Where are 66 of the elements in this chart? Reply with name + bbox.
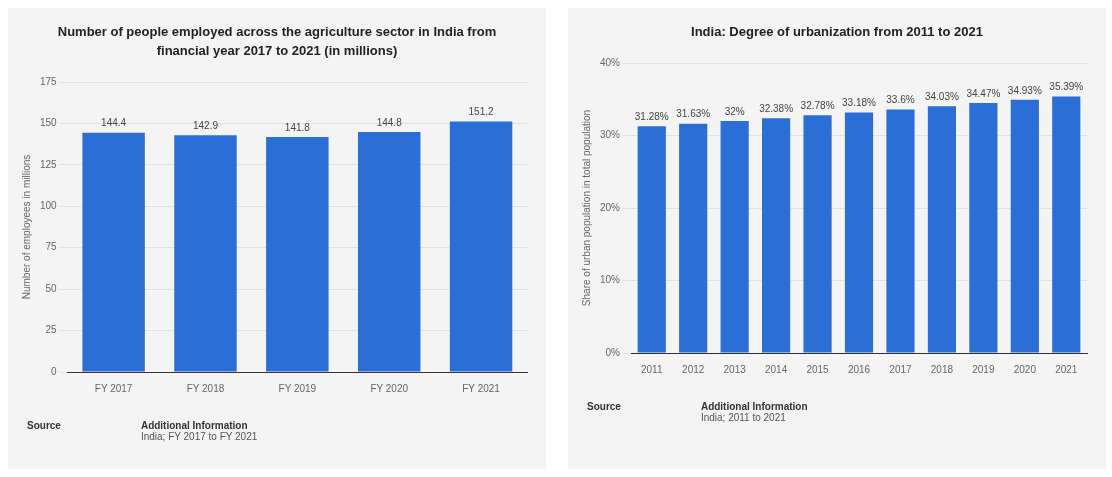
data-label: 31.63% xyxy=(676,108,711,120)
y-tick-label: 100 xyxy=(40,200,58,212)
y-tick-label: 0% xyxy=(605,346,621,358)
x-tick-label: 2016 xyxy=(847,363,871,375)
text: Source xyxy=(587,401,621,412)
bar xyxy=(1010,99,1039,353)
y-tick-label: 175 xyxy=(40,75,58,87)
y-tick-label: 40% xyxy=(600,56,621,68)
x-tick-label: 2012 xyxy=(682,363,705,375)
data-label: 34.03% xyxy=(924,91,959,103)
bar xyxy=(803,115,832,353)
bar xyxy=(679,123,708,353)
y-tick-label: 20% xyxy=(600,201,621,213)
data-label: 34.93% xyxy=(1007,84,1042,96)
bar xyxy=(969,103,998,353)
x-tick-label: 2018 xyxy=(930,363,954,375)
text: Additional Information xyxy=(700,401,808,412)
text: Source xyxy=(27,420,61,431)
data-label: 34.47% xyxy=(966,87,1001,99)
x-tick-label: 2021 xyxy=(1055,363,1078,375)
y-tick-label: 0 xyxy=(51,365,58,377)
chart-title: India: Degree of urbanization from 2011 to 2021 xyxy=(690,23,984,41)
y-tick-label: 75 xyxy=(45,241,58,253)
bar xyxy=(1052,96,1081,353)
data-label: 35.39% xyxy=(1049,81,1084,93)
bar xyxy=(886,109,915,353)
x-tick-label: 2011 xyxy=(640,363,663,375)
data-label: 33.18% xyxy=(842,97,877,109)
x-tick-label: FY 2019 xyxy=(278,382,317,394)
x-tick-label: 2013 xyxy=(723,363,747,375)
x-tick-label: 2019 xyxy=(972,363,995,375)
data-label: 32% xyxy=(724,105,745,117)
x-tick-label: 2017 xyxy=(889,363,913,375)
bar xyxy=(762,118,791,353)
y-tick-label: 10% xyxy=(600,274,621,286)
chart-title: Number of people employed across the agriculture sector in India from financial year 2017 to 2021 (in millions) xyxy=(56,23,498,60)
y-tick-label: 50 xyxy=(45,282,58,294)
y-tick-label: 125 xyxy=(40,158,58,170)
y-tick-label: 150 xyxy=(40,117,58,129)
bar xyxy=(927,106,957,353)
y-axis-title: Number of employees in millions xyxy=(20,154,32,300)
text: Additional Information xyxy=(140,420,249,431)
text: India; 2011 to 2021 xyxy=(700,412,787,423)
y-tick-label: 30% xyxy=(600,129,621,141)
x-tick-label: FY 2020 xyxy=(370,382,409,394)
bar xyxy=(637,126,666,353)
x-tick-label: FY 2017 xyxy=(94,382,133,394)
data-label: 141.8 xyxy=(284,121,311,133)
data-label: 31.28% xyxy=(634,110,669,122)
x-tick-label: FY 2021 xyxy=(462,382,501,394)
text: India; FY 2017 to FY 2021 xyxy=(140,431,258,442)
x-tick-label: 2014 xyxy=(764,363,788,375)
data-label: 151.2 xyxy=(468,106,495,118)
bar xyxy=(844,112,874,353)
data-label: 32.78% xyxy=(800,100,835,112)
y-axis-title: Share of urban population in total population xyxy=(580,109,592,307)
data-label: 144.4 xyxy=(101,117,127,129)
x-tick-label: 2015 xyxy=(806,363,830,375)
bar xyxy=(720,121,749,353)
data-label: 33.6% xyxy=(886,94,915,106)
x-tick-label: 2020 xyxy=(1013,363,1037,375)
data-label: 142.9 xyxy=(192,119,219,131)
y-tick-label: 25 xyxy=(45,324,58,336)
x-tick-label: FY 2018 xyxy=(186,382,225,394)
data-label: 32.38% xyxy=(759,102,794,114)
data-label: 144.8 xyxy=(376,116,403,128)
